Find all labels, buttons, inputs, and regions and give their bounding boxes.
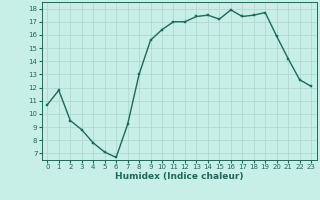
X-axis label: Humidex (Indice chaleur): Humidex (Indice chaleur) — [115, 172, 244, 181]
